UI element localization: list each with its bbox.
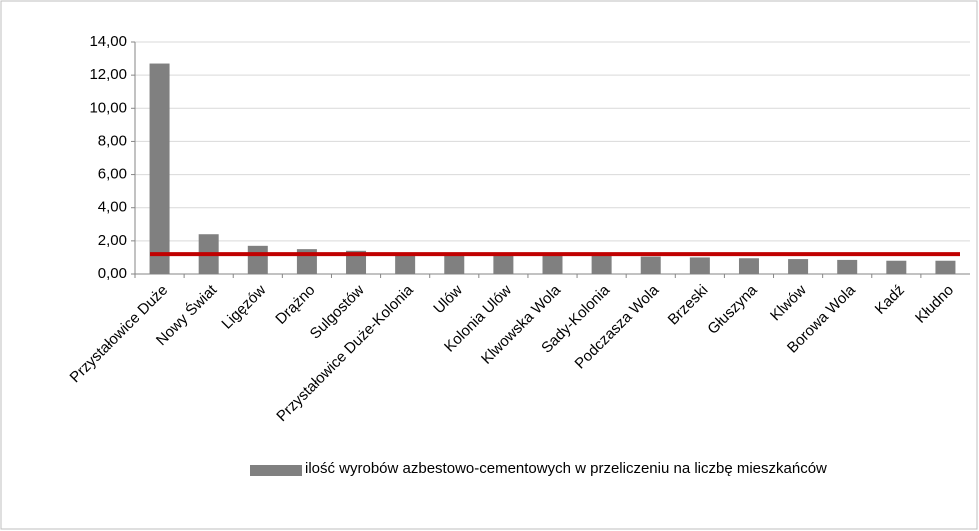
y-tick-label: 8,00	[98, 132, 127, 149]
bar	[444, 254, 465, 274]
bar	[935, 260, 956, 274]
bar	[640, 256, 661, 274]
bar	[886, 260, 907, 274]
y-tick-label: 2,00	[98, 232, 127, 249]
bar	[591, 255, 612, 274]
bar	[837, 259, 858, 274]
bar	[738, 258, 759, 274]
bar	[247, 245, 268, 274]
x-tick-label: Ligęzów	[218, 282, 269, 333]
y-tick-label: 12,00	[89, 66, 127, 83]
x-tick-label: Brzeski	[665, 282, 712, 329]
x-tick-label: Podczasza Wola	[572, 281, 663, 372]
x-tick-label: Kłudno	[912, 282, 957, 327]
x-tick-label: Ulów	[430, 281, 466, 317]
y-tick-label: 10,00	[89, 99, 127, 116]
x-tick-label: Klwów	[767, 282, 810, 325]
legend-swatch	[250, 465, 302, 476]
legend-label: ilość wyrobów azbestowo-cementowych w pr…	[305, 460, 827, 477]
y-tick-label: 0,00	[98, 265, 127, 282]
bar	[493, 254, 514, 274]
bar	[395, 254, 416, 274]
bar	[788, 259, 809, 274]
x-tick-label: Głuszyna	[704, 281, 761, 338]
x-tick-label: Drążno	[272, 282, 318, 328]
y-tick-label: 14,00	[89, 33, 127, 50]
x-tick-label: Kadź	[872, 282, 908, 318]
bar	[149, 63, 170, 274]
y-tick-label: 6,00	[98, 166, 127, 183]
bar	[346, 250, 367, 274]
y-tick-label: 4,00	[98, 199, 127, 216]
bar	[542, 255, 563, 274]
bar	[689, 257, 710, 274]
